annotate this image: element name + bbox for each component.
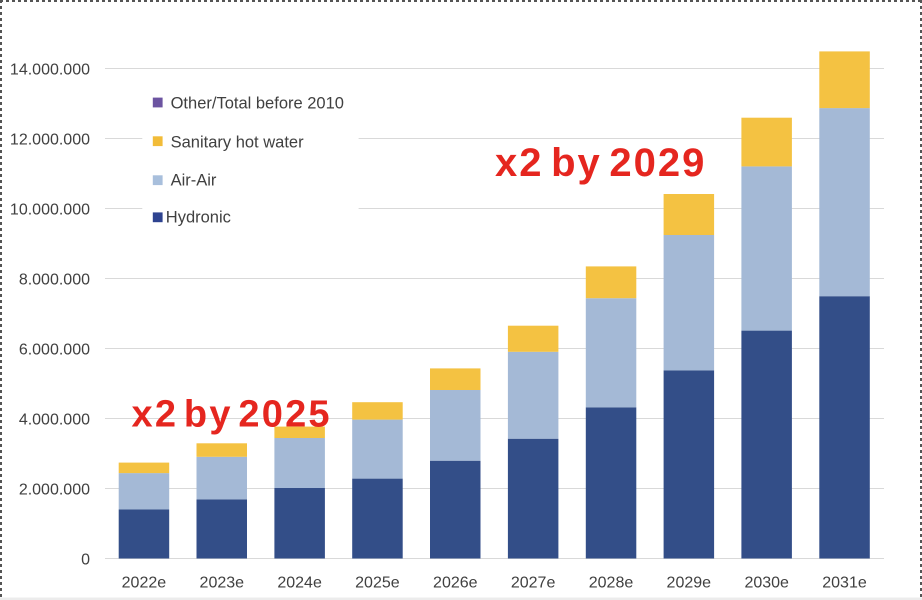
svg-text:2022e: 2022e [122, 575, 167, 592]
svg-text:x2 by 2025: x2 by 2025 [132, 393, 332, 435]
svg-text:2027e: 2027e [511, 575, 556, 592]
svg-text:Other/Total before 2010: Other/Total before 2010 [171, 95, 344, 113]
svg-text:14.000.000: 14.000.000 [10, 61, 90, 78]
svg-text:6.000.000: 6.000.000 [19, 341, 90, 358]
svg-text:2028e: 2028e [589, 575, 634, 592]
svg-text:x2 by 2029: x2 by 2029 [495, 141, 706, 185]
svg-text:2031e: 2031e [822, 575, 867, 592]
svg-text:Sanitary hot water: Sanitary hot water [171, 134, 304, 152]
svg-text:Air-Air: Air-Air [171, 172, 217, 190]
svg-text:10.000.000: 10.000.000 [10, 201, 90, 218]
svg-text:2029e: 2029e [667, 575, 712, 592]
svg-text:4.000.000: 4.000.000 [19, 411, 90, 428]
svg-text:2023e: 2023e [200, 575, 245, 592]
svg-text:2.000.000: 2.000.000 [19, 481, 90, 498]
svg-text:2024e: 2024e [277, 575, 322, 592]
svg-text:2030e: 2030e [744, 575, 789, 592]
svg-text:0: 0 [81, 551, 90, 568]
svg-text:2025e: 2025e [355, 575, 400, 592]
svg-text:12.000.000: 12.000.000 [10, 131, 90, 148]
svg-text:Hydronic: Hydronic [166, 208, 231, 226]
svg-text:2026e: 2026e [433, 575, 478, 592]
svg-text:8.000.000: 8.000.000 [19, 271, 90, 288]
